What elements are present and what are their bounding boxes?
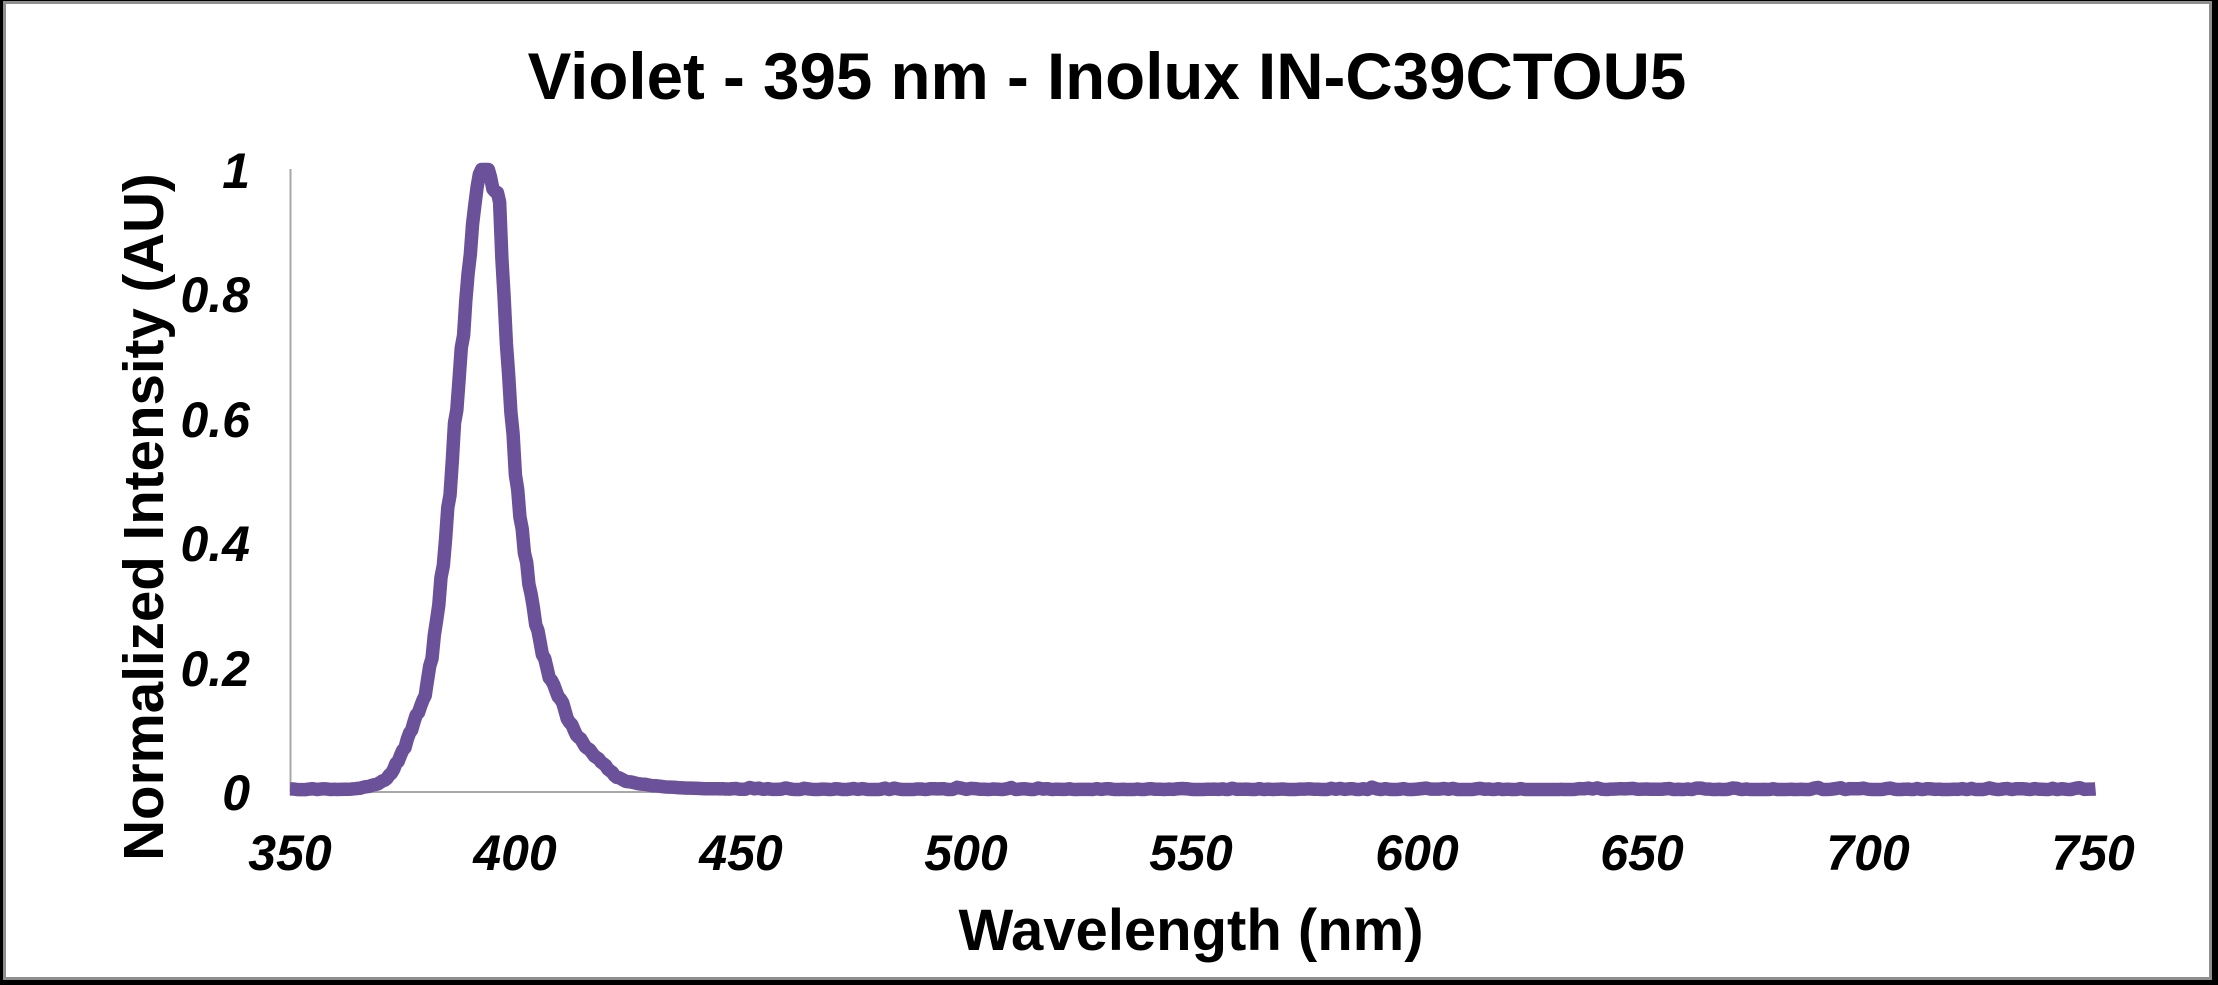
- svg-text:Normalized Intensity (AU): Normalized Intensity (AU): [112, 173, 175, 861]
- svg-text:0.6: 0.6: [180, 392, 251, 448]
- svg-text:0.2: 0.2: [180, 641, 250, 697]
- svg-text:750: 750: [2051, 825, 2135, 881]
- svg-text:500: 500: [924, 825, 1008, 881]
- svg-text:600: 600: [1375, 825, 1459, 881]
- svg-text:0: 0: [222, 765, 250, 821]
- svg-text:650: 650: [1600, 825, 1684, 881]
- svg-text:0.8: 0.8: [180, 267, 250, 323]
- svg-text:350: 350: [248, 825, 332, 881]
- svg-text:1: 1: [222, 143, 250, 199]
- svg-text:Violet - 395 nm - Inolux IN-C3: Violet - 395 nm - Inolux IN-C39CTOU5: [528, 40, 1687, 113]
- svg-text:550: 550: [1149, 825, 1233, 881]
- svg-text:0.4: 0.4: [180, 516, 250, 572]
- svg-text:Wavelength (nm): Wavelength (nm): [958, 898, 1423, 963]
- svg-text:700: 700: [1826, 825, 1910, 881]
- svg-text:450: 450: [698, 825, 783, 881]
- svg-text:400: 400: [472, 825, 557, 881]
